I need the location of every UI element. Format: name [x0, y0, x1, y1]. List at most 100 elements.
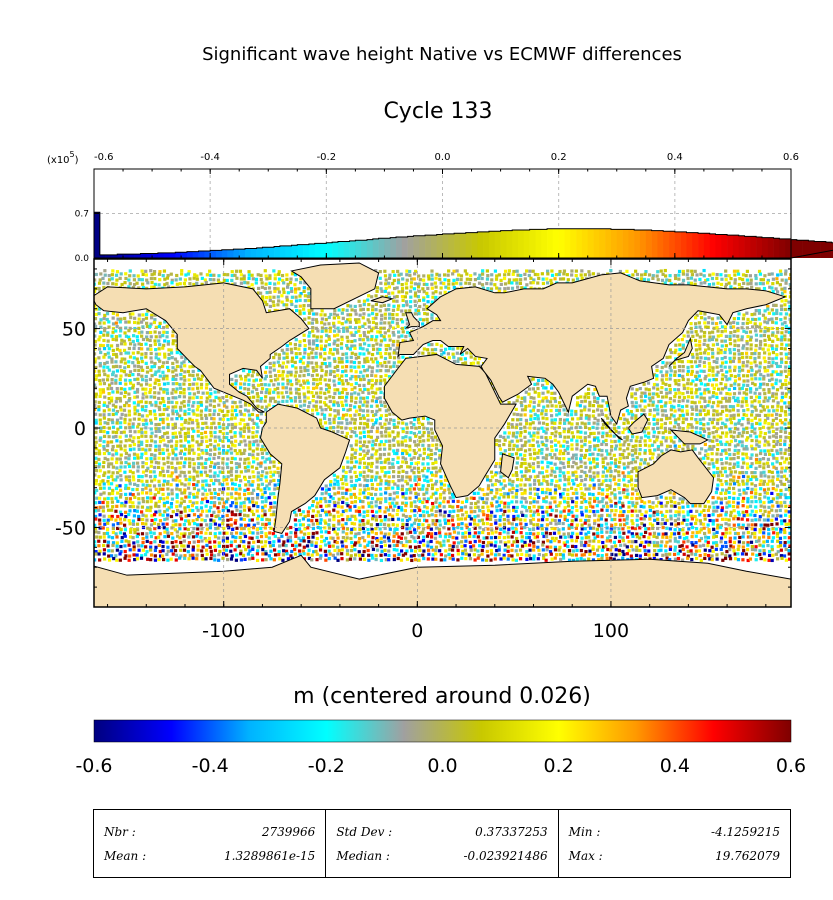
map-data-cell: [315, 338, 319, 343]
map-data-cell: [230, 405, 235, 409]
map-data-cell: [591, 392, 595, 396]
map-data-cell: [520, 408, 525, 412]
histogram-bar: [593, 228, 600, 258]
map-data-cell: [779, 352, 783, 356]
map-data-cell: [716, 316, 720, 320]
map-data-cell: [733, 273, 737, 277]
map-data-cell: [285, 348, 289, 352]
map-data-cell: [691, 447, 695, 451]
map-data-cell: [371, 316, 375, 321]
map-data-cell: [493, 269, 498, 273]
map-data-cell: [105, 378, 110, 382]
map-data-cell: [153, 413, 157, 417]
map-data-cell: [191, 387, 195, 391]
map-data-cell: [523, 425, 527, 429]
histogram-xtick-label: 0.0: [435, 152, 451, 163]
map-data-cell: [711, 373, 715, 377]
map-data-cell: [263, 370, 268, 374]
map-data-cell: [217, 435, 221, 439]
map-data-cell: [762, 333, 767, 338]
map-data-cell: [421, 422, 425, 426]
map-data-cell: [135, 357, 139, 361]
map-data-cell: [293, 360, 297, 364]
map-data-cell: [157, 465, 161, 470]
map-data-cell: [426, 469, 430, 473]
map-data-cell: [384, 458, 388, 462]
map-data-cell: [417, 430, 422, 434]
chart-canvas: -0.6 -0.4 -0.2 0.0 0.2 0.4 0.60.00.7 (x105) -1…: [47, 150, 833, 777]
map-data-cell: [612, 434, 616, 438]
map-data-cell: [635, 277, 640, 281]
map-data-cell: [721, 396, 725, 401]
map-data-cell: [276, 287, 280, 291]
map-data-cell: [316, 412, 320, 416]
map-data-cell: [267, 383, 271, 387]
map-data-cell: [102, 473, 106, 477]
map-data-cell: [703, 461, 707, 465]
map-data-cell: [285, 295, 289, 299]
map-data-cell: [767, 422, 771, 426]
map-data-cell: [350, 308, 354, 312]
map-data-cell: [570, 417, 575, 421]
map-data-cell: [260, 420, 264, 425]
map-data-cell: [386, 408, 391, 412]
map-data-cell: [367, 391, 371, 395]
map-data-cell: [750, 409, 754, 414]
map-data-cell: [642, 382, 646, 386]
map-data-cell: [116, 427, 120, 431]
map-data-cell: [459, 282, 463, 286]
map-data-cell: [282, 303, 286, 307]
map-data-cell: [148, 390, 152, 395]
map-data-cell: [345, 335, 349, 339]
map-data-cell: [362, 383, 366, 388]
map-data-cell: [222, 278, 226, 282]
map-data-cell: [544, 409, 548, 413]
map-data-cell: [167, 285, 171, 289]
map-data-cell: [762, 382, 766, 386]
map-data-cell: [299, 369, 303, 373]
map-data-cell: [712, 417, 716, 421]
map-data-cell: [141, 325, 145, 329]
map-data-cell: [508, 443, 512, 448]
map-data-cell: [370, 366, 375, 370]
map-data-cell: [235, 466, 239, 470]
map-data-cell: [754, 377, 758, 381]
map-data-cell: [221, 423, 226, 427]
map-data-cell: [550, 404, 554, 408]
map-data-cell: [417, 274, 421, 278]
map-data-cell: [226, 449, 230, 453]
map-data-cell: [97, 356, 101, 360]
map-data-cell: [720, 339, 724, 343]
map-data-cell: [341, 352, 345, 356]
map-data-cell: [115, 439, 119, 443]
map-data-cell: [531, 462, 535, 466]
map-data-cell: [416, 417, 421, 422]
map-data-cell: [430, 282, 434, 286]
map-data-cell: [422, 426, 426, 430]
map-data-cell: [672, 425, 677, 429]
map-data-cell: [656, 418, 660, 422]
map-data-cell: [350, 387, 354, 392]
map-data-cell: [503, 282, 508, 286]
map-data-cell: [259, 277, 263, 282]
map-data-cell: [365, 445, 369, 449]
map-data-cell: [323, 322, 327, 326]
map-data-cell: [562, 427, 567, 431]
map-data-cell: [161, 274, 165, 278]
map-data-cell: [749, 464, 753, 469]
map-data-cell: [506, 286, 510, 290]
map-data-cell: [363, 422, 367, 426]
map-data-cell: [685, 273, 689, 277]
map-data-cell: [163, 339, 167, 343]
map-data-cell: [178, 451, 183, 456]
map-data-cell: [417, 298, 422, 303]
map-data-cell: [630, 416, 634, 420]
map-data-cell: [663, 404, 667, 408]
map-data-cell: [242, 392, 246, 396]
map-data-cell: [409, 295, 413, 299]
map-data-cell: [750, 462, 754, 466]
map-data-cell: [106, 333, 110, 337]
map-data-cell: [694, 374, 698, 378]
map-data-cell: [485, 277, 490, 281]
map-data-cell: [580, 444, 584, 448]
